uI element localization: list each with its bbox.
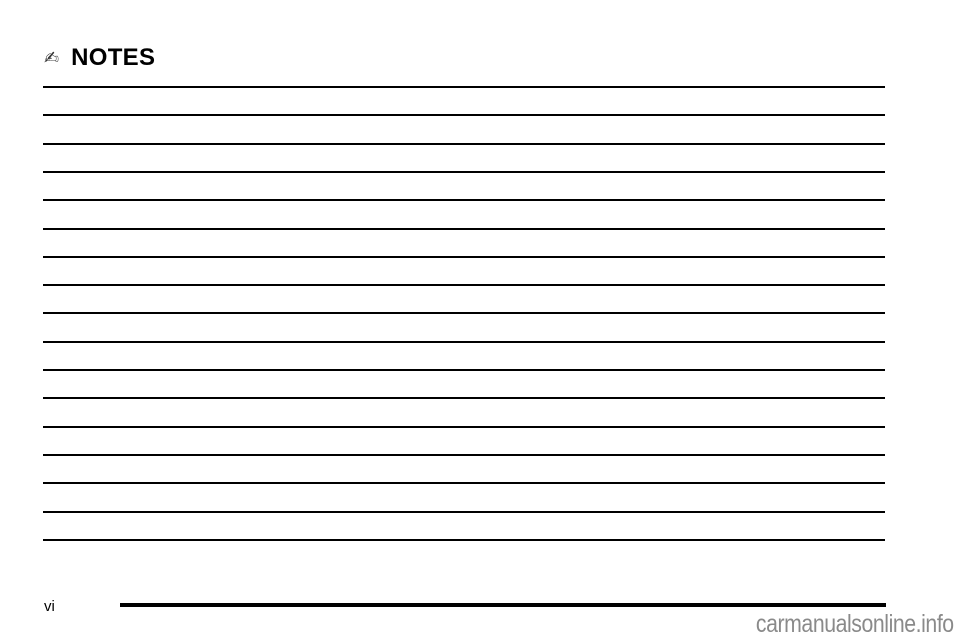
footer-rule: [120, 603, 886, 607]
writing-hand-icon: ✍: [44, 47, 60, 69]
note-line: [43, 397, 885, 400]
note-line: [43, 482, 885, 485]
note-line: [43, 199, 885, 202]
note-line: [43, 255, 885, 258]
note-line: [43, 142, 885, 145]
note-line: [43, 340, 885, 343]
note-line: [43, 510, 885, 513]
note-line: [43, 114, 885, 117]
note-line: [43, 425, 885, 428]
note-line: [43, 312, 885, 315]
note-line: [43, 170, 885, 173]
note-line: [43, 284, 885, 287]
note-line: [43, 227, 885, 230]
page-number: vi: [44, 598, 55, 615]
note-line: [43, 538, 885, 541]
watermark: carmanualsonline.info: [756, 610, 954, 638]
note-line: [43, 86, 885, 88]
note-line: [43, 369, 885, 371]
page-title: NOTES: [71, 44, 156, 71]
notes-header: ✍ NOTES: [44, 44, 155, 72]
note-line: [43, 453, 885, 456]
